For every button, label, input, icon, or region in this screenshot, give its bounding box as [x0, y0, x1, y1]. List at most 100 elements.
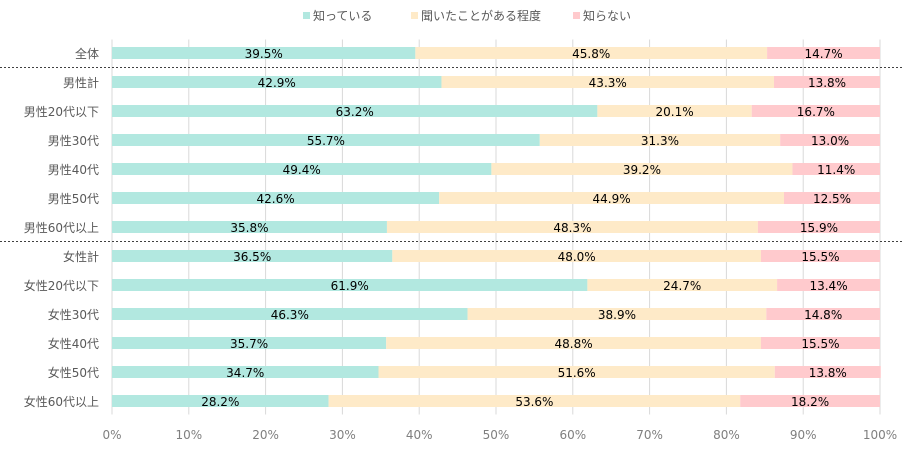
data-label-11-1: 51.6%	[558, 366, 596, 380]
bar-1-2	[774, 76, 880, 88]
data-label-7-2: 15.5%	[801, 250, 839, 264]
bar-11-0	[112, 366, 379, 378]
data-label-9-1: 38.9%	[598, 308, 636, 322]
bar-12-1	[328, 395, 741, 407]
category-label-5: 男性50代	[48, 192, 99, 206]
bar-0-0	[112, 47, 416, 59]
bar-2-1	[597, 105, 752, 117]
bar-7-0	[112, 250, 393, 262]
data-label-8-0: 61.9%	[331, 279, 369, 293]
bar-0-2	[767, 47, 880, 59]
data-label-1-0: 42.9%	[258, 76, 296, 90]
bar-6-1	[386, 221, 758, 233]
data-label-11-2: 13.8%	[809, 366, 847, 380]
data-label-4-0: 49.4%	[283, 163, 321, 177]
bar-11-1	[378, 366, 775, 378]
bar-3-2	[780, 134, 880, 146]
bar-9-2	[766, 308, 880, 320]
bars: 39.5% 45.8% 14.7% 42.9% 43.3% 13.8% 63.2% 20.1%…	[112, 47, 881, 409]
data-label-0-1: 45.8%	[572, 47, 610, 61]
category-label-1: 男性計	[63, 75, 99, 90]
legend: 知っている 聞いたことがある程度 知らない	[303, 8, 631, 23]
data-label-10-2: 15.5%	[801, 337, 839, 351]
bar-4-2	[792, 163, 880, 175]
bar-1-0	[112, 76, 442, 88]
bar-5-2	[784, 192, 880, 204]
x-tick-label-3: 30%	[329, 428, 356, 442]
category-label-12: 女性60代以上	[24, 394, 99, 409]
data-label-1-1: 43.3%	[589, 76, 627, 90]
category-label-10: 女性40代	[48, 336, 99, 351]
bar-7-2	[760, 250, 880, 262]
x-tick-label-7: 70%	[636, 428, 663, 442]
data-label-2-1: 20.1%	[655, 105, 693, 119]
data-label-11-0: 34.7%	[226, 366, 264, 380]
bar-6-0	[112, 221, 387, 233]
data-label-3-0: 55.7%	[307, 134, 345, 148]
category-label-4: 男性40代	[48, 163, 99, 177]
bar-9-1	[467, 308, 767, 320]
category-label-9: 女性30代	[48, 307, 99, 322]
x-tick-label-9: 90%	[790, 428, 817, 442]
category-label-3: 男性30代	[48, 134, 99, 148]
category-labels: 全体男性計男性20代以下男性30代男性40代男性50代男性60代以上女性計女性2…	[24, 46, 99, 409]
bar-3-0	[112, 134, 540, 146]
category-label-8: 女性20代以下	[24, 278, 99, 293]
data-label-5-1: 44.9%	[593, 192, 631, 206]
bar-8-1	[587, 279, 778, 291]
bar-8-0	[112, 279, 588, 291]
bar-4-1	[491, 163, 793, 175]
bar-2-0	[112, 105, 598, 117]
bar-5-0	[112, 192, 440, 204]
x-tick-label-10: 100%	[863, 428, 897, 442]
data-label-0-0: 39.5%	[245, 47, 283, 61]
x-tick-label-0: 0%	[102, 428, 121, 442]
data-label-6-0: 35.8%	[230, 221, 268, 235]
data-label-6-2: 15.9%	[800, 221, 838, 235]
bar-6-2	[757, 221, 880, 233]
category-label-11: 女性50代	[48, 365, 99, 380]
bar-0-1	[415, 47, 768, 59]
data-label-6-1: 48.3%	[553, 221, 591, 235]
bar-10-1	[386, 337, 761, 349]
data-label-7-1: 48.0%	[558, 250, 596, 264]
bar-4-0	[112, 163, 492, 175]
bar-12-0	[112, 395, 329, 407]
bar-7-1	[392, 250, 761, 262]
bar-11-2	[774, 366, 881, 378]
legend-swatch-2	[573, 12, 580, 19]
x-axis-ticks: 0% 10% 20% 30% 40% 50% 60% 70% 80% 90% 100%	[102, 428, 897, 442]
category-label-0: 全体	[75, 46, 99, 61]
data-label-7-0: 36.5%	[233, 250, 271, 264]
bar-10-0	[112, 337, 387, 349]
data-label-10-1: 48.8%	[555, 337, 593, 351]
legend-swatch-0	[303, 12, 310, 19]
bar-3-1	[539, 134, 781, 146]
bar-8-2	[777, 279, 880, 291]
bar-9-0	[112, 308, 468, 320]
x-tick-label-2: 20%	[252, 428, 279, 442]
category-label-6: 男性60代以上	[24, 221, 99, 235]
bar-1-1	[441, 76, 775, 88]
legend-swatch-1	[411, 12, 418, 19]
data-label-8-2: 13.4%	[809, 279, 847, 293]
bar-5-1	[439, 192, 784, 204]
data-label-12-0: 28.2%	[201, 395, 239, 409]
data-label-4-2: 11.4%	[817, 163, 855, 177]
data-label-2-2: 16.7%	[797, 105, 835, 119]
x-tick-label-4: 40%	[406, 428, 433, 442]
data-label-3-2: 13.0%	[811, 134, 849, 148]
data-label-12-2: 18.2%	[791, 395, 829, 409]
x-tick-label-1: 10%	[175, 428, 202, 442]
data-label-4-1: 39.2%	[623, 163, 661, 177]
bar-2-2	[751, 105, 880, 117]
x-tick-label-8: 80%	[713, 428, 740, 442]
category-label-2: 男性20代以下	[24, 105, 99, 119]
bar-10-2	[760, 337, 880, 349]
data-label-5-2: 12.5%	[813, 192, 851, 206]
data-label-3-1: 31.3%	[641, 134, 679, 148]
category-label-7: 女性計	[63, 249, 99, 264]
data-label-2-0: 63.2%	[336, 105, 374, 119]
data-label-12-1: 53.6%	[515, 395, 553, 409]
